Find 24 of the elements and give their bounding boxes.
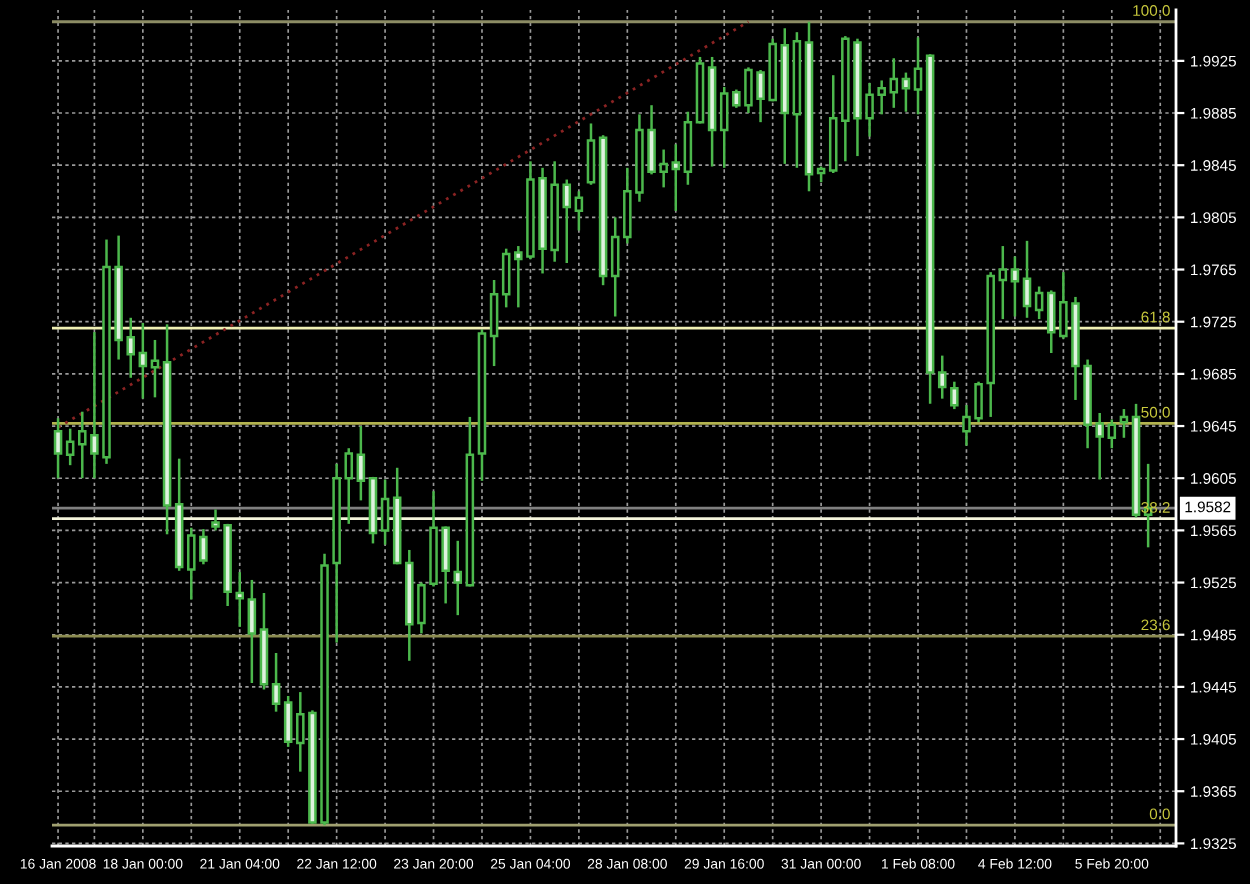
candlestick [1107,418,1117,450]
candlestick [1119,407,1129,440]
candlestick [1022,239,1032,320]
candlestick [913,36,923,116]
candlestick [150,338,160,399]
candlestick [380,478,390,546]
candlestick [574,190,584,232]
candlestick [271,651,281,713]
candlestick [901,71,911,113]
candlestick [1034,285,1044,321]
candlestick [586,122,596,187]
candlestick [998,244,1008,321]
candlestick [283,694,293,749]
candlestick [501,247,511,309]
candlestick [889,57,899,110]
candlestick [356,424,366,502]
candlestick [1010,255,1020,318]
candlestick [53,416,63,480]
candlestick [489,278,499,368]
candlestick [610,216,620,318]
candlestick [719,85,729,170]
candlestick [65,427,75,467]
candlestick [247,578,257,685]
candlestick [138,321,148,400]
